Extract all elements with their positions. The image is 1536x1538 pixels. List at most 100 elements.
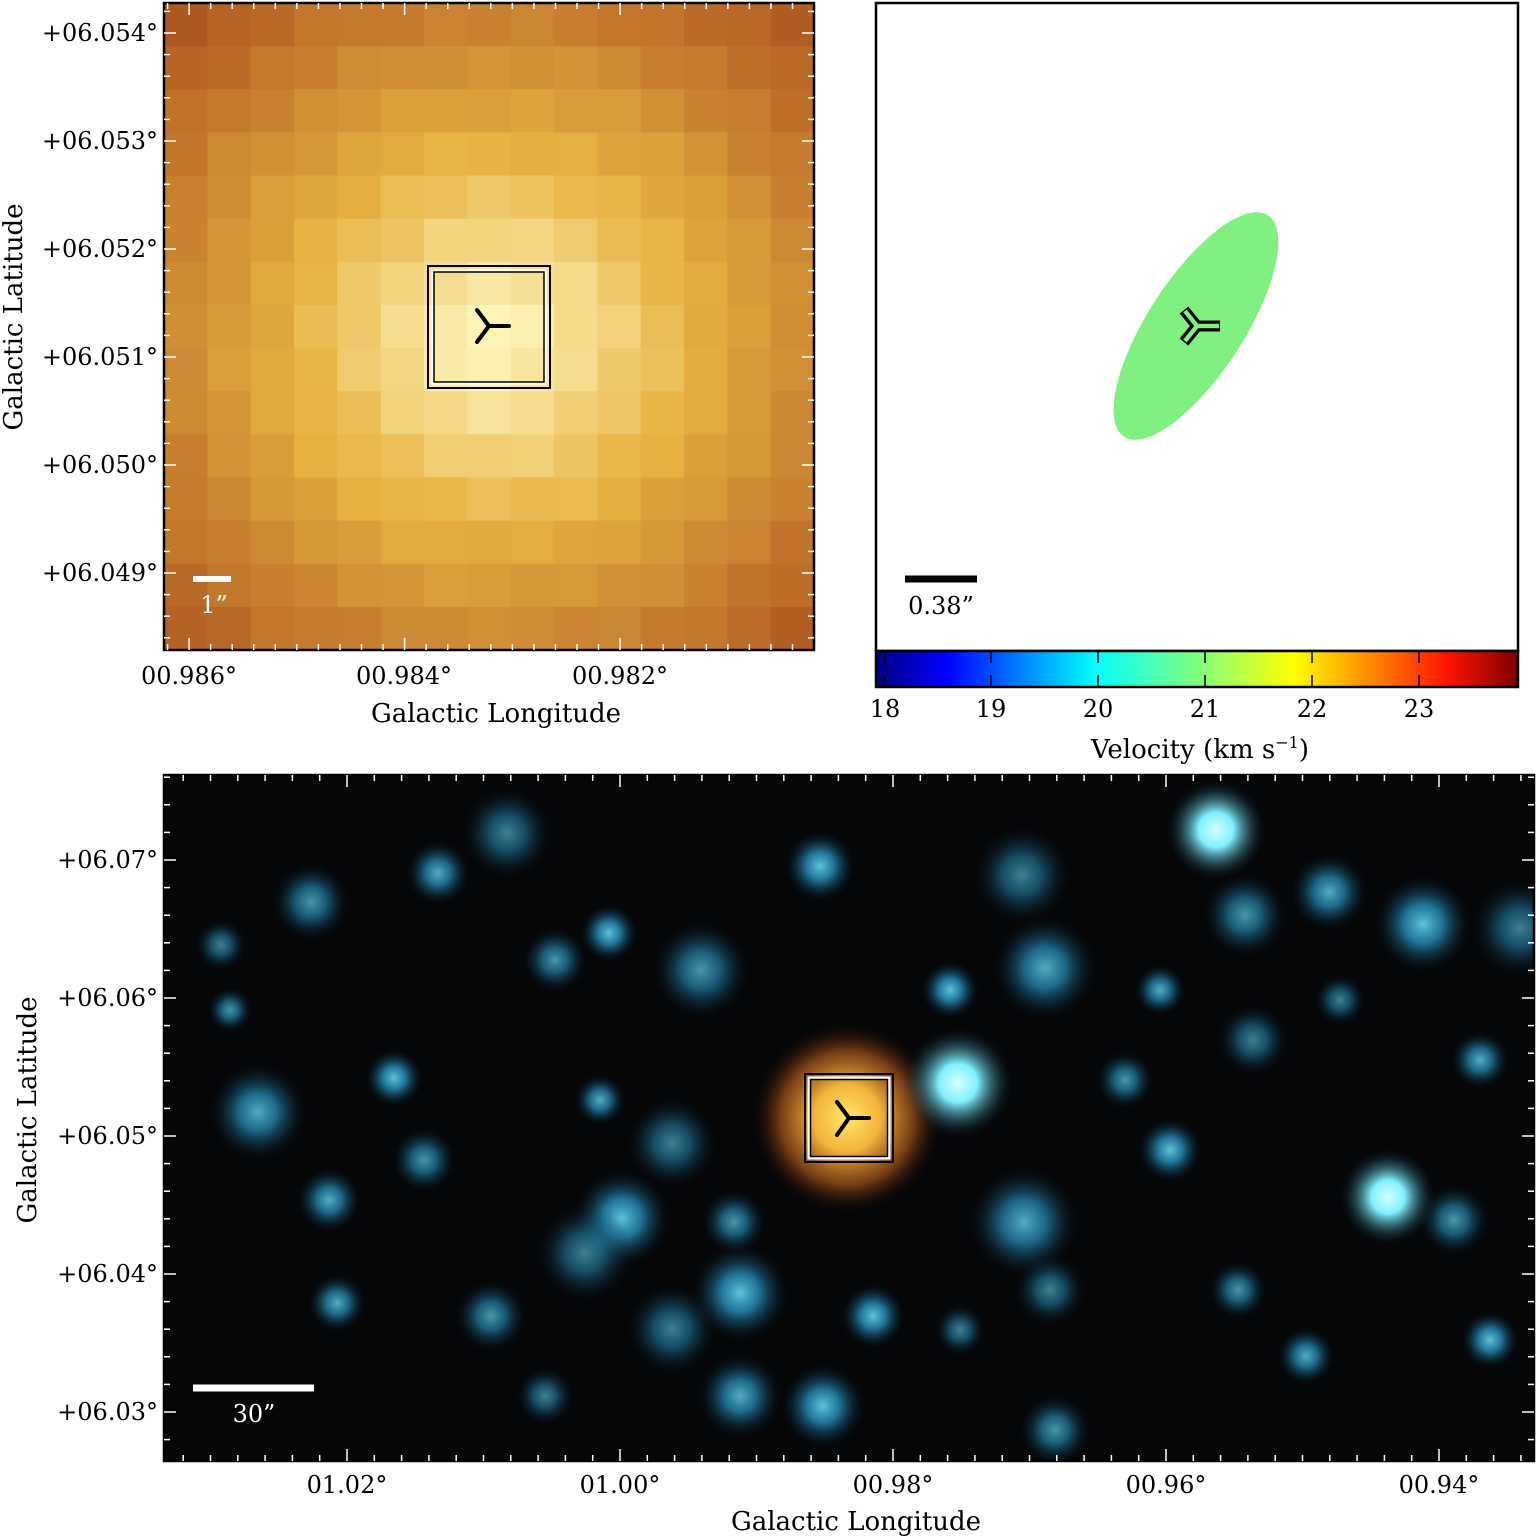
- image-pixel: [640, 348, 685, 392]
- image-pixel: [510, 3, 555, 47]
- star: [969, 1167, 1079, 1277]
- panel-c-x-axis-label: Galactic Longitude: [731, 1507, 981, 1537]
- image-pixel: [510, 520, 555, 565]
- image-pixel: [294, 46, 338, 90]
- x-tick-label: 00.98°: [853, 1471, 934, 1499]
- image-pixel: [640, 391, 685, 435]
- star: [1451, 1031, 1509, 1089]
- star: [627, 1098, 717, 1188]
- image-pixel: [164, 261, 208, 306]
- image-pixel: [207, 520, 252, 565]
- image-pixel: [640, 132, 685, 177]
- image-pixel: [424, 348, 468, 392]
- image-pixel: [597, 304, 642, 349]
- source-box-outer: [427, 265, 551, 389]
- image-pixel: [510, 391, 555, 435]
- image-pixel: [770, 218, 815, 263]
- panel-c-source-box-outer: [804, 1073, 894, 1163]
- image-pixel: [770, 434, 815, 479]
- image-pixel: [597, 46, 642, 90]
- image-pixel: [467, 3, 512, 47]
- image-pixel: [684, 218, 728, 263]
- star: [210, 1064, 306, 1160]
- image-pixel: [727, 606, 772, 651]
- image-pixel: [727, 348, 772, 392]
- image-pixel: [424, 89, 468, 133]
- image-pixel: [597, 175, 642, 220]
- star: [627, 1284, 717, 1374]
- image-pixel: [424, 132, 468, 177]
- x-tick-label: 01.02°: [307, 1471, 388, 1499]
- y-tick-label: +06.03°: [57, 1398, 158, 1426]
- image-pixel: [380, 434, 425, 479]
- image-pixel: [337, 520, 382, 565]
- image-pixel: [770, 304, 815, 349]
- image-pixel: [467, 434, 512, 479]
- image-pixel: [554, 477, 598, 522]
- image-pixel: [424, 175, 468, 220]
- y-tick-label: +06.049°: [42, 559, 158, 587]
- image-pixel: [294, 606, 338, 651]
- panel-b-velocity-map: 0.38” 18 19 20 21 22 23 Velocity (km s−1…: [870, 1, 1520, 765]
- y-tick-label: +06.050°: [42, 451, 158, 479]
- star: [993, 916, 1097, 1020]
- colorbar-tick-label: 22: [1297, 695, 1328, 723]
- panel-c-y-tick-labels: +06.07° +06.06° +06.05° +06.04° +06.03°: [57, 846, 158, 1426]
- image-pixel: [770, 477, 815, 522]
- image-pixel: [207, 46, 252, 90]
- star: [653, 922, 749, 1018]
- image-pixel: [640, 261, 685, 306]
- image-pixel: [337, 563, 382, 608]
- image-pixel: [294, 261, 338, 306]
- image-pixel: [250, 89, 295, 133]
- image-pixel: [554, 218, 598, 263]
- image-pixel: [684, 434, 728, 479]
- image-pixel: [337, 434, 382, 479]
- image-pixel: [250, 175, 295, 220]
- image-pixel: [380, 563, 425, 608]
- colorbar-tick-label: 20: [1083, 695, 1114, 723]
- panel-a-ticks: [164, 3, 814, 650]
- image-pixel: [554, 89, 598, 133]
- image-pixel: [424, 304, 468, 349]
- image-pixel: [727, 391, 772, 435]
- bright-star: [1166, 780, 1266, 880]
- image-pixel: [250, 606, 295, 651]
- y-tick-label: +06.06°: [57, 984, 158, 1012]
- image-pixel: [597, 520, 642, 565]
- image-pixel: [380, 520, 425, 565]
- image-pixel: [207, 132, 252, 177]
- image-pixel: [250, 218, 295, 263]
- image-pixel: [424, 606, 468, 651]
- image-pixel: [250, 304, 295, 349]
- image-pixel: [337, 304, 382, 349]
- image-pixel: [640, 477, 685, 522]
- image-pixel: [597, 261, 642, 306]
- star: [297, 1168, 361, 1232]
- image-pixel: [597, 563, 642, 608]
- image-pixel: [467, 477, 512, 522]
- image-pixel: [164, 606, 208, 651]
- image-pixel: [597, 606, 642, 651]
- star: [272, 863, 350, 941]
- image-pixel: [727, 89, 772, 133]
- source-marker-icon: [475, 308, 511, 344]
- star: [523, 928, 587, 992]
- image-pixel: [597, 218, 642, 263]
- image-pixel: [337, 175, 382, 220]
- image-pixel: [684, 132, 728, 177]
- image-pixel: [467, 175, 512, 220]
- image-pixel: [250, 46, 295, 90]
- star: [1019, 1394, 1091, 1461]
- image-pixel: [337, 46, 382, 90]
- star: [921, 961, 979, 1019]
- star: [537, 1205, 633, 1301]
- image-pixel: [164, 89, 208, 133]
- image-pixel: [684, 563, 728, 608]
- image-pixel: [770, 46, 815, 90]
- image-pixel: [164, 304, 208, 349]
- image-pixel: [467, 261, 512, 306]
- image-pixel: [510, 606, 555, 651]
- image-pixel: [727, 132, 772, 177]
- image-pixel: [640, 175, 685, 220]
